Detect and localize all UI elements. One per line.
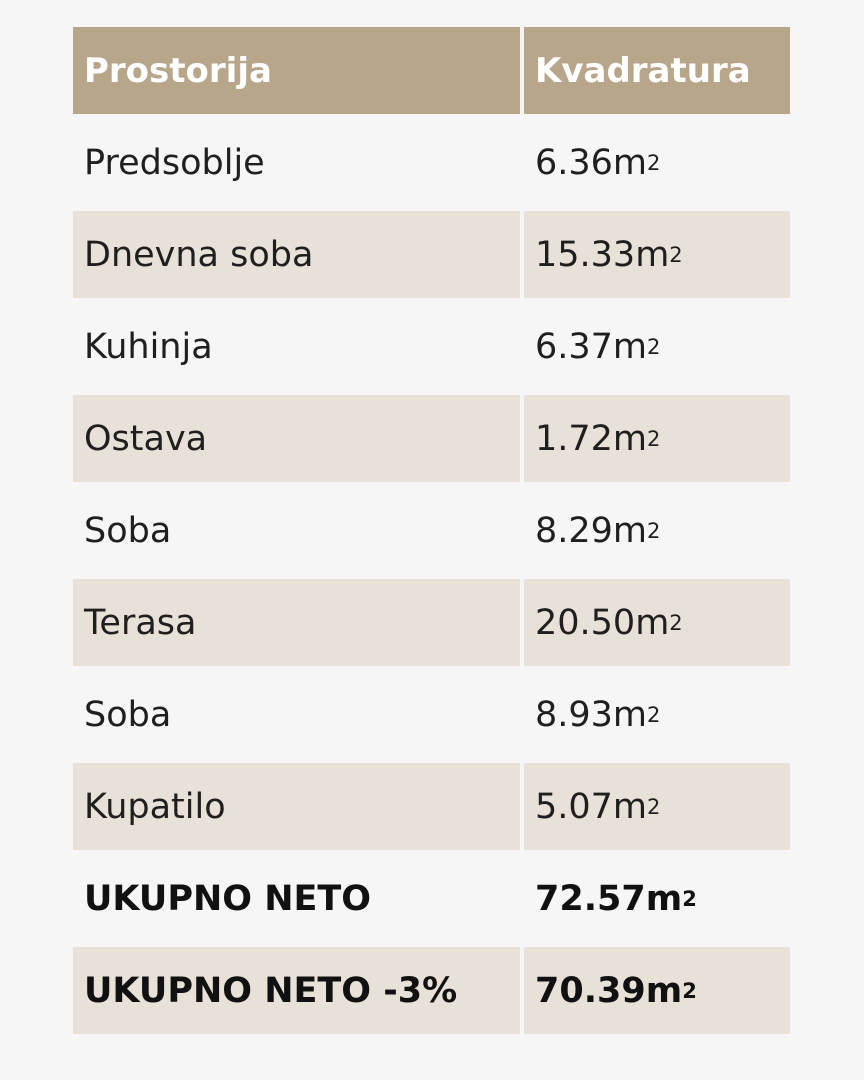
total-row: UKUPNO NETO 72.57m 2 [73, 855, 790, 942]
table-row: Predsoblje 6.36m 2 [73, 119, 790, 206]
room-name: Predsoblje [84, 142, 265, 183]
table-row: Soba 8.93m 2 [73, 671, 790, 758]
room-area: 6.36m 2 [535, 142, 661, 183]
table-row: Dnevna soba 15.33m 2 [73, 211, 790, 298]
header-room: Prostorija [73, 27, 520, 114]
total-area: 72.57m 2 [535, 878, 697, 919]
room-area: 1.72m 2 [524, 395, 790, 482]
room-area-table: Prostorija Kvadratura Predsoblje 6.36m 2 … [73, 27, 790, 1034]
room-name: Kuhinja [84, 326, 213, 367]
room-area: 8.93m 2 [535, 694, 661, 735]
total-minus-3-label: UKUPNO NETO -3% [73, 947, 520, 1034]
table-row: Soba 8.29m 2 [73, 487, 790, 574]
total-minus-3-row: UKUPNO NETO -3% 70.39m 2 [73, 947, 790, 1034]
table-header-row: Prostorija Kvadratura [73, 27, 790, 114]
room-name: Soba [84, 510, 172, 551]
room-name: Kupatilo [73, 763, 520, 850]
room-name: Dnevna soba [73, 211, 520, 298]
room-area: 6.37m 2 [535, 326, 661, 367]
room-name: Terasa [73, 579, 520, 666]
table-row: Kupatilo 5.07m 2 [73, 763, 790, 850]
table-row: Terasa 20.50m 2 [73, 579, 790, 666]
room-area: 20.50m 2 [524, 579, 790, 666]
table-row: Kuhinja 6.37m 2 [73, 303, 790, 390]
room-name: Soba [84, 694, 172, 735]
header-area: Kvadratura [524, 27, 790, 114]
total-minus-3-area: 70.39m 2 [524, 947, 790, 1034]
room-area: 15.33m 2 [524, 211, 790, 298]
room-area: 8.29m 2 [535, 510, 661, 551]
table-row: Ostava 1.72m 2 [73, 395, 790, 482]
room-name: Ostava [73, 395, 520, 482]
total-label: UKUPNO NETO [84, 878, 372, 919]
room-area: 5.07m 2 [524, 763, 790, 850]
